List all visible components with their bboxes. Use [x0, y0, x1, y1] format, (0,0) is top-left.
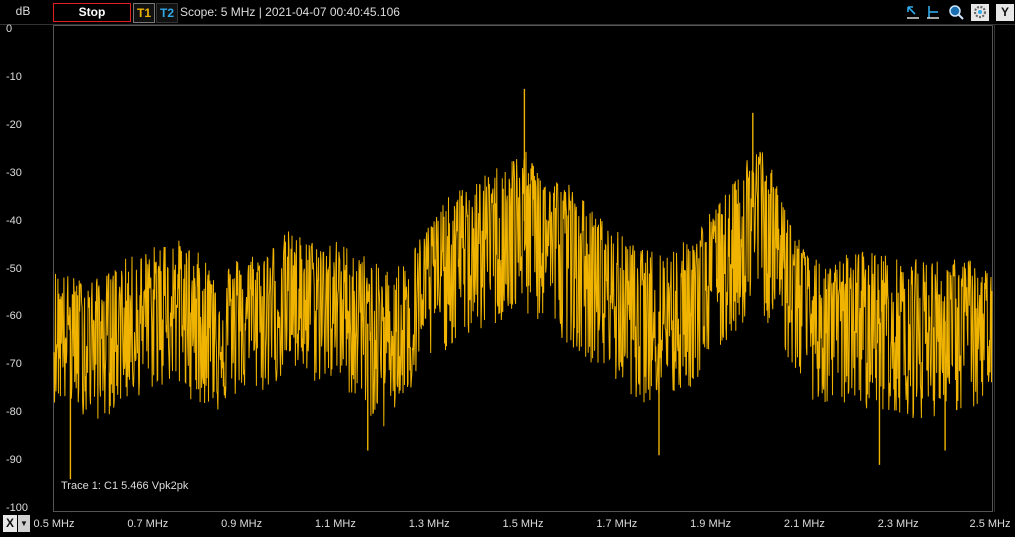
trace2-toggle[interactable]: T2 — [156, 3, 178, 23]
y-tick-label: -80 — [6, 406, 22, 419]
y-tick-label: -90 — [6, 454, 22, 467]
zoom-icon[interactable] — [947, 4, 965, 21]
trace-caption: Trace 1: C1 5.466 Vpk2pk — [61, 480, 189, 492]
axis-x-button[interactable]: X — [3, 515, 17, 532]
y-tick-label: -10 — [6, 70, 22, 83]
x-tick-label: 0.9 MHz — [221, 518, 263, 530]
y-tick-label: -50 — [6, 262, 22, 275]
x-tick-label: 2.1 MHz — [783, 518, 825, 530]
cursor-level-icon[interactable] — [924, 4, 942, 21]
y-tick-label: -70 — [6, 358, 22, 371]
trace1-toggle[interactable]: T1 — [133, 3, 155, 23]
vertical-scrollbar[interactable] — [994, 25, 1015, 512]
y-unit-label: dB — [15, 4, 31, 18]
y-tick-label: -20 — [6, 118, 22, 131]
x-tick-label: 2.3 MHz — [877, 518, 919, 530]
stop-button[interactable]: Stop — [53, 3, 131, 22]
top-toolbar: dB Stop T1 T2 Scope: 5 MHz | 2021-04-07 … — [0, 0, 1015, 25]
y-tick-label: 0 — [6, 23, 13, 35]
trace1-line — [53, 151, 993, 427]
x-tick-label: 0.7 MHz — [127, 518, 169, 530]
settings-gear-icon[interactable] — [971, 4, 989, 21]
x-tick-label: 1.7 MHz — [596, 518, 638, 530]
spectrum-plot-area[interactable] — [53, 25, 993, 512]
dropdown-arrow-icon[interactable]: ▼ — [18, 515, 30, 532]
x-tick-label: 1.1 MHz — [314, 518, 356, 530]
y-tick-label: -30 — [6, 166, 22, 179]
x-tick-label: 0.5 MHz — [33, 518, 75, 530]
x-tick-label: 1.9 MHz — [690, 518, 732, 530]
y-axis: 0 -10 -20 -30 -40 -50 -60 -70 -80 -90 -100 — [0, 23, 52, 514]
x-tick-label: 1.5 MHz — [502, 518, 544, 530]
x-tick-label: 2.5 MHz — [969, 518, 1011, 530]
y-tick-label: -100 — [6, 502, 29, 514]
scope-status: Scope: 5 MHz | 2021-04-07 00:40:45.106 — [180, 5, 400, 19]
cursor-marker-icon[interactable] — [904, 4, 922, 21]
axis-y-icon[interactable]: Y — [996, 4, 1014, 21]
y-tick-label: -60 — [6, 310, 22, 323]
x-tick-label: 1.3 MHz — [408, 518, 450, 530]
y-tick-label: -40 — [6, 214, 22, 227]
